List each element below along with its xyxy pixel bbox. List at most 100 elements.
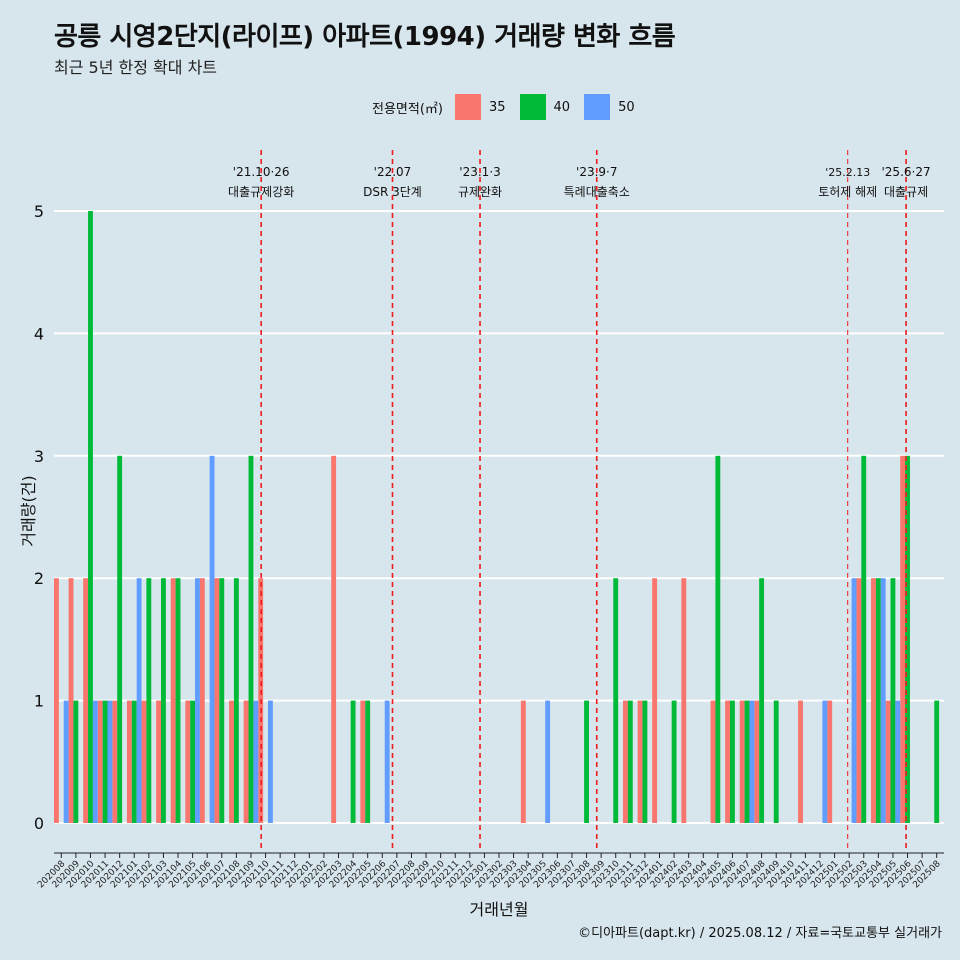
bar-35-202505 xyxy=(885,700,891,823)
y-tick-label-0: 0 xyxy=(34,814,44,833)
y-tick-label-3: 3 xyxy=(34,447,44,466)
event-label-3: 특례대출축소 xyxy=(564,185,630,199)
bar-40-202312 xyxy=(642,700,648,823)
event-date-4: '25.2.13 xyxy=(825,166,870,179)
bar-35-202011 xyxy=(97,700,103,823)
bar-35-202506 xyxy=(900,455,906,823)
bar-35-202104 xyxy=(170,578,176,823)
bar-35-202304 xyxy=(520,700,526,823)
bar-40-202011 xyxy=(102,700,108,823)
bar-35-202411 xyxy=(798,700,803,823)
bar-35-202504 xyxy=(871,578,876,823)
bar-35-202501 xyxy=(827,700,833,823)
bar-40-202010 xyxy=(88,211,93,823)
event-label-4: 토허제 해제 xyxy=(818,185,877,199)
bar-35-202203 xyxy=(331,455,337,823)
legend-title: 전용면적(㎡) xyxy=(372,101,443,117)
chart-subtitle: 최근 5년 한정 확대 차트 xyxy=(54,58,218,77)
chart-title: 공릉 시영2단지(라이프) 아파트(1994) 거래량 변화 흐름 xyxy=(54,22,676,52)
bar-35-202405 xyxy=(710,700,716,823)
bar-40-202409 xyxy=(773,700,779,823)
bar-35-202403 xyxy=(681,578,687,823)
bar-40-202308 xyxy=(584,700,589,823)
bar-40-202104 xyxy=(175,578,181,823)
bar-35-202109 xyxy=(243,700,249,823)
event-label-5: 대출규제 xyxy=(884,185,928,199)
bar-40-202503 xyxy=(861,455,867,823)
event-label-1: DSR 3단계 xyxy=(363,185,422,199)
bar-40-202408 xyxy=(759,578,765,823)
bar-50-202505 xyxy=(895,700,901,823)
legend-swatch-50 xyxy=(584,94,611,120)
legend: 전용면적(㎡) 35 40 50 xyxy=(372,92,649,122)
bar-35-202205 xyxy=(360,700,366,823)
legend-swatch-35 xyxy=(454,94,481,120)
y-tick-label-5: 5 xyxy=(34,202,44,221)
bar-50-202412 xyxy=(822,700,828,823)
event-date-0: '21.10·26 xyxy=(233,165,290,179)
bar-50-202407 xyxy=(749,700,755,823)
bar-35-202107 xyxy=(214,578,220,823)
y-tick-label-2: 2 xyxy=(34,569,44,588)
legend-label-35: 35 xyxy=(488,99,506,115)
bar-50-202109 xyxy=(253,700,259,823)
bar-35-202103 xyxy=(156,700,161,823)
bar-40-202102 xyxy=(146,578,152,823)
bar-40-202205 xyxy=(365,700,371,823)
bar-35-202105 xyxy=(185,700,191,823)
event-label-0: 대출규제강화 xyxy=(228,185,294,199)
bar-50-202110 xyxy=(267,700,273,823)
bar-40-202101 xyxy=(131,700,137,823)
legend-label-50: 50 xyxy=(618,99,635,115)
bar-50-202008 xyxy=(63,700,69,823)
bar-35-202010 xyxy=(83,578,89,823)
bar-35-202503 xyxy=(856,578,862,823)
event-date-5: '25.6·27 xyxy=(882,165,931,179)
bar-35-202401 xyxy=(652,578,658,823)
bar-40-202508 xyxy=(934,700,940,823)
legend-label-40: 40 xyxy=(553,99,571,115)
y-tick-label-1: 1 xyxy=(34,692,44,711)
legend-item-35: 35 xyxy=(454,94,506,120)
bar-50-202010 xyxy=(92,700,98,823)
source-caption: ©디아파트(dapt.kr) / 2025.08.12 / 자료=국토교통부 실… xyxy=(578,926,942,941)
bar-40-202405 xyxy=(715,455,721,823)
bar-50-202305 xyxy=(545,700,551,823)
bar-40-202107 xyxy=(219,578,225,823)
event-label-2: 규제완화 xyxy=(458,185,502,199)
bar-40-202506 xyxy=(905,455,910,823)
bar-40-202402 xyxy=(671,700,677,823)
bar-35-202009 xyxy=(68,578,74,823)
bar-35-202108 xyxy=(229,700,234,823)
bar-40-202311 xyxy=(627,700,633,823)
bar-40-202406 xyxy=(730,700,735,823)
x-axis-title: 거래년월 xyxy=(470,900,529,919)
bar-35-202407 xyxy=(739,700,745,823)
bar-40-202012 xyxy=(117,455,123,823)
bar-35-202406 xyxy=(725,700,731,823)
legend-item-40: 40 xyxy=(519,94,571,120)
legend-item-50: 50 xyxy=(584,94,635,120)
bar-35-202312 xyxy=(637,700,643,823)
bar-40-202504 xyxy=(875,578,881,823)
bar-40-202109 xyxy=(248,455,254,823)
bar-40-202407 xyxy=(744,700,750,823)
event-date-1: '22.07 xyxy=(374,165,412,179)
bar-35-202012 xyxy=(112,700,118,823)
bar-40-202009 xyxy=(73,700,79,823)
bar-40-202505 xyxy=(890,578,896,823)
bar-35-202102 xyxy=(141,700,147,823)
y-tick-label-4: 4 xyxy=(34,324,44,343)
bar-50-202504 xyxy=(880,578,886,823)
legend-swatch-40 xyxy=(519,94,546,120)
bar-40-202105 xyxy=(190,700,196,823)
bar-50-202502 xyxy=(851,578,857,823)
bar-35-202101 xyxy=(126,700,132,823)
event-date-3: '23.9·7 xyxy=(576,165,617,179)
bar-50-202206 xyxy=(384,700,390,823)
bar-40-202204 xyxy=(350,700,356,823)
bar-50-202105 xyxy=(195,578,200,823)
bar-50-202106 xyxy=(209,455,215,823)
bar-50-202011 xyxy=(107,700,113,823)
